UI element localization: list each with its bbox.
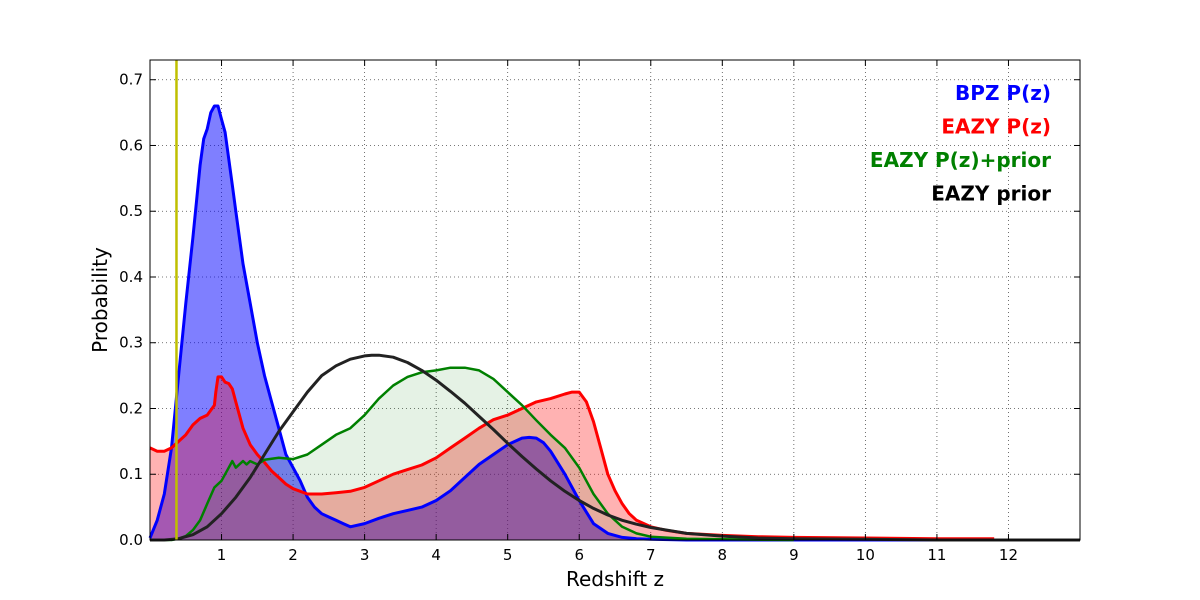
- x-tick-label: 3: [360, 546, 370, 564]
- y-tick-label: 0.0: [119, 531, 143, 549]
- legend-entry: EAZY P(z): [941, 115, 1051, 139]
- x-tick-label: 12: [999, 546, 1018, 564]
- grid: [150, 60, 1080, 540]
- y-tick-label: 0.1: [119, 465, 143, 483]
- x-axis-label: Redshift z: [566, 567, 664, 591]
- x-tick-label: 10: [856, 546, 875, 564]
- y-tick-label: 0.2: [119, 399, 143, 417]
- legend-entry: EAZY P(z)+prior: [870, 148, 1051, 172]
- x-tick-label: 7: [646, 546, 656, 564]
- x-tick-label: 4: [431, 546, 441, 564]
- y-tick-label: 0.6: [119, 136, 143, 154]
- x-tick-label: 5: [503, 546, 513, 564]
- x-tick-label: 6: [574, 546, 584, 564]
- series-fill-eazy-p-z-prior: [150, 367, 794, 540]
- series-line-bpz-p-z: [148, 104, 1080, 542]
- x-tick-label: 2: [288, 546, 298, 564]
- y-tick-label: 0.5: [119, 202, 143, 220]
- plot-frame: [149, 59, 1081, 541]
- series-line-eazy-prior: [150, 353, 1080, 542]
- x-tick-label: 11: [927, 546, 946, 564]
- x-tick-label: 1: [217, 546, 227, 564]
- x-tick-label: 8: [718, 546, 728, 564]
- legend-entry: EAZY prior: [931, 182, 1051, 206]
- legend: BPZ P(z) EAZY P(z) EAZY P(z)+prior EAZY pri…: [870, 81, 1051, 206]
- series-lines: [148, 104, 1080, 542]
- y-tick-label: 0.7: [119, 71, 143, 89]
- axis-ticks: 1 2 3 4 5 6 7 8 9 10 11 120.00.10.20.30.40.50.60.7: [119, 60, 1080, 564]
- y-tick-label: 0.3: [119, 334, 143, 352]
- legend-entry: BPZ P(z): [955, 81, 1051, 105]
- series-line-eazy-p-z-prior: [150, 366, 794, 542]
- series-fill-bpz-p-z: [150, 106, 1080, 540]
- y-axis-label: Probability: [88, 247, 112, 353]
- x-tick-label: 9: [789, 546, 799, 564]
- y-tick-label: 0.4: [119, 268, 143, 286]
- series-line-eazy-p-z: [149, 375, 995, 541]
